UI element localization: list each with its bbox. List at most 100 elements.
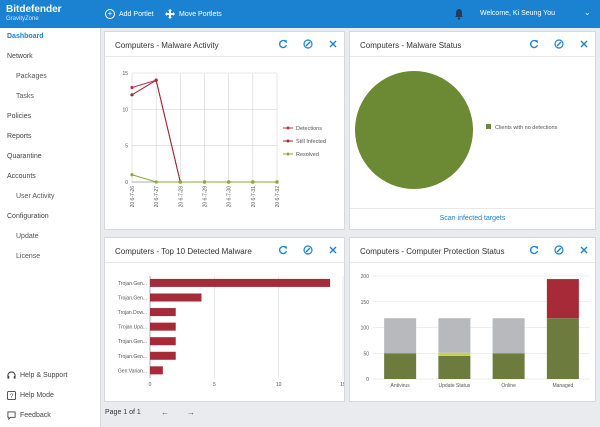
x-tick-label: Antivirus: [391, 383, 411, 389]
legend-label: Resolved: [296, 152, 319, 158]
close-icon[interactable]: [328, 39, 338, 49]
add-portlet-label: Add Portlet: [119, 10, 154, 18]
x-tick-label: Online: [501, 383, 516, 389]
feedback-link[interactable]: Feedback: [7, 411, 51, 420]
bar-trojan-gen: [150, 337, 176, 346]
portlet-protection-status: Computers - Computer Protection Status 0…: [349, 237, 596, 402]
bar-trojan-dow: [150, 308, 176, 317]
bar-trojan-gen: [150, 351, 176, 360]
legend-swatch: [486, 124, 491, 129]
x-tick-label: 20 6-7-27: [154, 186, 160, 208]
portlet-divider: [105, 56, 344, 57]
svg-text:?: ?: [10, 393, 14, 400]
sidebar-item-license[interactable]: License: [16, 253, 41, 260]
sidebar-item-policies[interactable]: Policies: [7, 113, 32, 120]
portlet-title: Computers - Computer Protection Status: [360, 247, 505, 256]
portlet-actions: [529, 245, 589, 255]
add-portlet-button[interactable]: + Add Portlet: [105, 8, 154, 20]
x-tick-label: 15: [340, 382, 344, 388]
bar-gen-varian: [150, 366, 163, 375]
sidebar-item-user-activity[interactable]: User Activity: [16, 193, 55, 200]
x-tick-label: Update Status: [439, 383, 471, 389]
move-portlets-button[interactable]: Move Portlets: [165, 8, 222, 20]
refresh-icon[interactable]: [529, 245, 539, 255]
legend-marker: [286, 152, 290, 156]
close-icon[interactable]: [579, 39, 589, 49]
data-point-resolved: [130, 173, 134, 177]
data-point-resolved: [251, 180, 255, 184]
y-tick-label: 0: [366, 377, 369, 383]
scan-infected-targets-link[interactable]: Scan infected targets: [439, 215, 506, 222]
y-tick-label: 10: [122, 107, 128, 113]
y-tick-label: Trojan.Upa...: [118, 325, 147, 331]
x-tick-label: 5: [213, 382, 216, 388]
pie-slice-clients-with-no-detections: [355, 71, 473, 189]
data-point-detections: [130, 85, 134, 90]
refresh-icon[interactable]: [278, 245, 288, 255]
x-tick-label: 20 6-7-28: [178, 186, 184, 208]
plus-icon: +: [105, 9, 115, 19]
y-tick-label: 150: [361, 300, 370, 306]
data-point-resolved: [227, 180, 231, 184]
next-page-button[interactable]: →: [187, 408, 195, 417]
brand-logo[interactable]: Bitdefender GravityZone: [6, 4, 96, 23]
edit-icon[interactable]: [554, 245, 564, 255]
edit-icon[interactable]: [303, 245, 313, 255]
y-tick-label: 15: [122, 71, 128, 77]
sidebar: Dashboard Network Packages Tasks Policies Rep…: [0, 28, 101, 427]
feedback-label: Feedback: [20, 412, 51, 419]
portlet-actions: [529, 39, 589, 49]
page-indicator: Page 1 of 1: [105, 409, 141, 416]
close-icon[interactable]: [579, 245, 589, 255]
x-tick-label: Managed: [552, 383, 573, 389]
sidebar-item-configuration[interactable]: Configuration: [7, 213, 49, 220]
top10-malware-chart: 0 5 10 15 Trojan.Gen... Trojan.Gen... Trojan.D…: [118, 276, 344, 388]
portlet-malware-status: Computers - Malware Status Clients with …: [349, 31, 596, 230]
close-icon[interactable]: [328, 245, 338, 255]
portlet-top10-malware: Computers - Top 10 Detected Malware 0 5 10…: [104, 237, 345, 402]
help-mode-link[interactable]: ? Help Mode: [7, 391, 54, 400]
data-point-resolved: [154, 180, 158, 184]
sidebar-item-network[interactable]: Network: [7, 53, 33, 60]
welcome-user[interactable]: Welcome, Ki Seung You: [480, 10, 555, 17]
refresh-icon[interactable]: [529, 39, 539, 49]
portlet-actions: [278, 39, 338, 49]
sidebar-item-accounts[interactable]: Accounts: [7, 173, 36, 180]
portlet-footer-divider: [350, 208, 595, 209]
brand-sub: GravityZone: [6, 16, 39, 22]
data-point-resolved: [202, 180, 207, 184]
edit-icon[interactable]: [303, 39, 313, 49]
prev-page-button[interactable]: ←: [161, 408, 169, 417]
x-tick-label: 20 6-7-31: [251, 186, 257, 208]
bar-segment-antivirus-gray: [384, 318, 417, 354]
sidebar-item-quarantine[interactable]: Quarantine: [7, 153, 42, 160]
y-tick-label: 50: [363, 351, 369, 357]
x-tick-label: 0: [149, 382, 152, 388]
bar-segment-update-status-gray: [438, 318, 471, 353]
help-mode-icon: ?: [7, 391, 16, 400]
sidebar-item-dashboard[interactable]: Dashboard: [7, 33, 44, 40]
sidebar-item-tasks[interactable]: Tasks: [16, 93, 34, 100]
bell-icon[interactable]: [454, 8, 464, 20]
malware-status-chart: Clients with no detections: [355, 71, 558, 189]
sidebar-item-packages[interactable]: Packages: [16, 73, 47, 80]
legend-label: Clients with no detections: [495, 125, 558, 131]
data-point-resolved: [275, 180, 279, 184]
refresh-icon[interactable]: [278, 39, 288, 49]
bar-trojan-upa: [150, 322, 176, 331]
help-support-link[interactable]: Help & Support: [7, 371, 67, 380]
help-mode-label: Help Mode: [20, 392, 54, 399]
x-tick-label: 20 6-7-26: [130, 186, 136, 208]
sidebar-item-reports[interactable]: Reports: [7, 133, 32, 140]
chevron-down-icon[interactable]: ⌄: [584, 8, 591, 17]
edit-icon[interactable]: [554, 39, 564, 49]
sidebar-item-update[interactable]: Update: [16, 233, 39, 240]
y-tick-label: Trojan.Gen...: [118, 354, 147, 360]
x-tick-label: 20 6-7-29: [203, 186, 209, 208]
help-support-label: Help & Support: [20, 372, 68, 379]
top-bar: Bitdefender GravityZone + Add Portlet Mo…: [0, 0, 600, 28]
legend-label: Still Infected: [296, 139, 326, 145]
y-tick-label: 5: [125, 144, 128, 150]
x-tick-label: 10: [276, 382, 282, 388]
bar-trojan-gen: [150, 278, 331, 287]
